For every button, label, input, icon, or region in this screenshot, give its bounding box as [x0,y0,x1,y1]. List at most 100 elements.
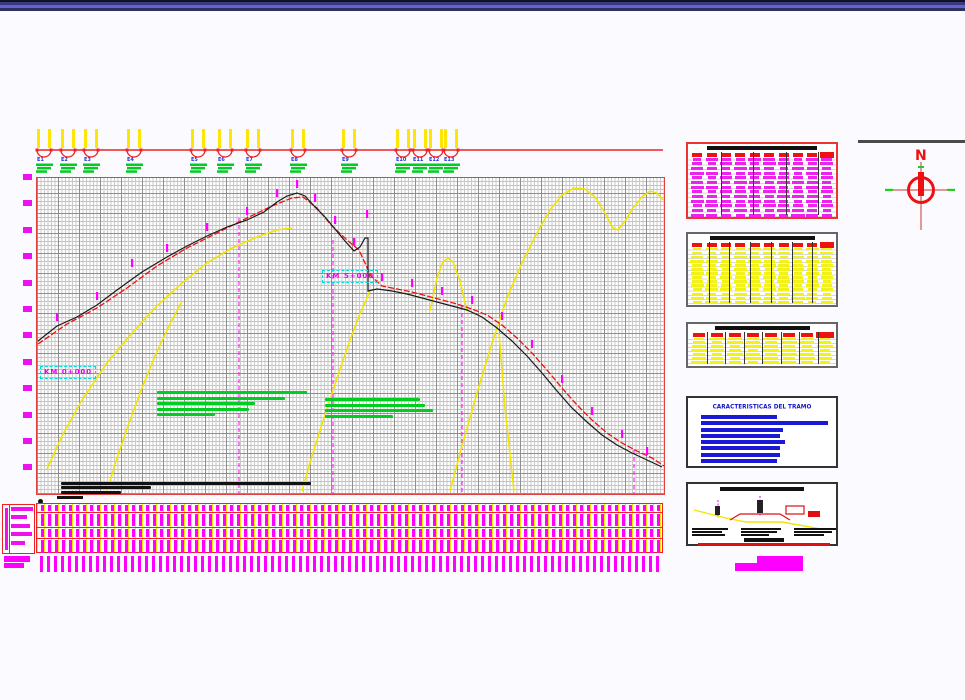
table-cell [792,251,804,255]
table-column-separator [780,332,782,364]
table-cell [762,263,776,267]
table-cell [734,292,747,296]
band-row-values [39,529,660,537]
table-title-bar [707,146,817,150]
table-cell [721,292,731,296]
culvert-label: E2 [61,157,68,163]
table-cell [764,195,774,198]
table-cell [728,361,742,365]
table-cell [792,280,804,284]
table-column-separator [785,152,787,215]
pi-marker [206,223,209,231]
table-cell [706,209,717,213]
table-cell [705,199,718,203]
table-cell [736,296,745,300]
table-cell [762,288,776,292]
pi-marker [441,287,444,295]
table-cell [808,162,817,166]
culvert-arc-icon [126,149,142,158]
table-cell [808,204,817,208]
table-cell [735,176,746,180]
table-row [688,176,836,180]
text-line [11,507,33,511]
elevation-label [23,332,32,339]
table-row [688,255,836,259]
summary-table-grades [686,322,838,368]
table-cell [721,166,731,170]
culvert-arc-icon [290,149,306,158]
table-cell [705,247,718,251]
culvert-arc-icon [36,149,52,158]
table-cell [729,357,741,361]
table-cell [691,209,703,213]
text-line [741,530,777,533]
text-line [741,533,769,536]
table-cell [748,296,762,300]
table-cell [749,267,761,271]
table-cell [763,247,775,251]
culvert-arc-icon [245,149,261,158]
table-cell [706,255,717,259]
table-cell [735,276,746,279]
band-row [37,504,662,513]
table-cell [749,292,761,296]
table-cell [762,349,780,353]
table-cell [820,204,834,208]
table-cell [721,255,731,259]
table-cell [822,292,832,296]
table-cell [792,162,804,166]
table-cell [736,284,745,288]
table-cell [735,300,746,304]
yellow-profile-line [106,300,183,492]
culvert-note-line [127,166,141,170]
table-cell [820,288,834,292]
culvert-note-line [395,163,412,166]
table-cell [750,162,760,166]
table-cell [720,157,732,161]
table-cell [794,272,803,275]
table-cell [821,284,833,288]
culvert-post-icon [127,129,130,148]
table-body [688,157,836,217]
culvert-arc-icon [428,149,444,158]
table-cell [820,263,834,267]
table-column-separator [799,332,800,364]
culvert-note-line [341,170,352,173]
culvert-note-line [429,166,443,170]
table-cell [692,190,702,194]
table-cell [821,157,833,161]
table-cell [764,357,778,361]
magenta-text-block [735,563,803,571]
yellow-profile-line [498,332,515,492]
text-line [325,414,393,418]
table-cell [709,361,725,365]
station-labels-row [38,556,660,572]
culvert-post-icon [257,129,260,148]
km-start-label: KM 0+000 [40,366,97,379]
table-cell [734,255,747,259]
pi-marker [471,296,474,304]
table-cell [808,190,817,194]
table-column-separator [817,332,819,364]
culvert-note-line [290,163,307,166]
table-cell [777,276,790,279]
table-cell [799,341,815,345]
pi-marker [276,189,279,197]
table-cell [750,276,760,279]
table-cell [777,204,790,208]
table-cell [690,296,704,300]
table-cell [792,195,804,198]
table-cell [762,251,776,255]
table-cell [822,255,832,259]
table-cell [791,296,805,300]
culvert-note-line [245,163,262,166]
table-cell [692,251,703,255]
culvert-note-line [412,163,429,166]
culvert-note-line [246,166,260,170]
culvert-label: E12 [429,157,440,163]
table-cell [764,166,774,170]
text-line [157,396,285,400]
table-column-separator [818,152,820,215]
table-cell [781,337,797,341]
culvert-post-icon [429,129,432,148]
